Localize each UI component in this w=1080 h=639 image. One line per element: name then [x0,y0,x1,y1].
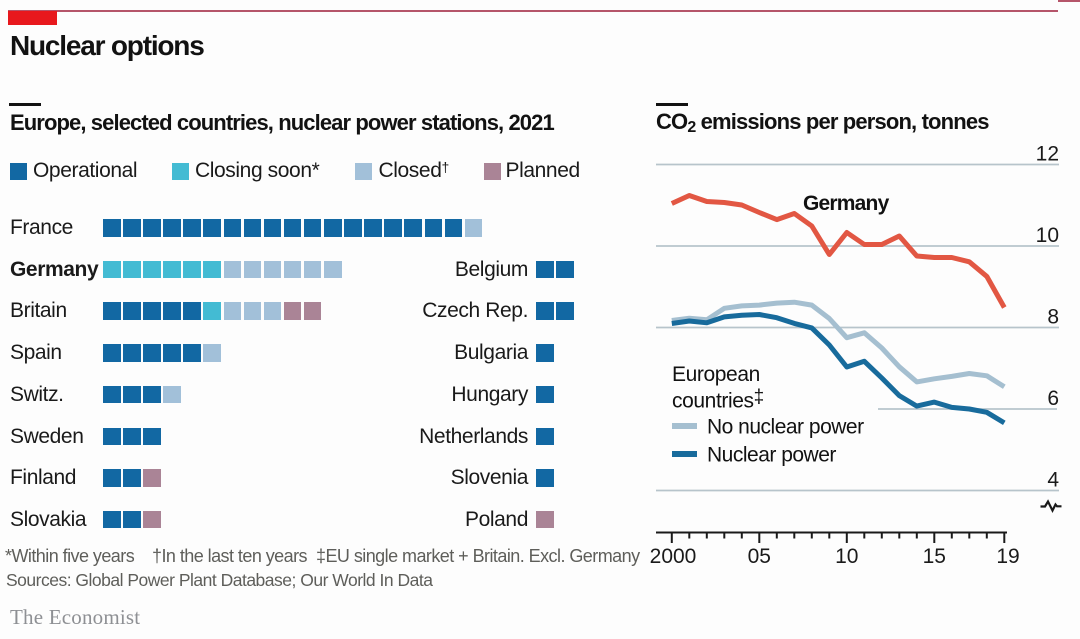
svg-text:Nuclear power: Nuclear power [707,444,836,467]
svg-text:6: 6 [1047,387,1059,410]
svg-text:10: 10 [835,545,858,568]
svg-text:05: 05 [748,545,771,568]
svg-text:12: 12 [1036,143,1059,166]
svg-text:8: 8 [1047,306,1059,329]
svg-text:4: 4 [1047,469,1059,492]
svg-text:15: 15 [923,545,946,568]
svg-text:Germany: Germany [803,192,890,215]
svg-text:2000: 2000 [650,545,697,568]
svg-text:19: 19 [996,545,1019,568]
svg-text:countries‡: countries‡ [672,387,764,413]
svg-text:10: 10 [1036,224,1059,247]
svg-text:European: European [672,363,760,386]
svg-text:No nuclear power: No nuclear power [707,416,864,439]
